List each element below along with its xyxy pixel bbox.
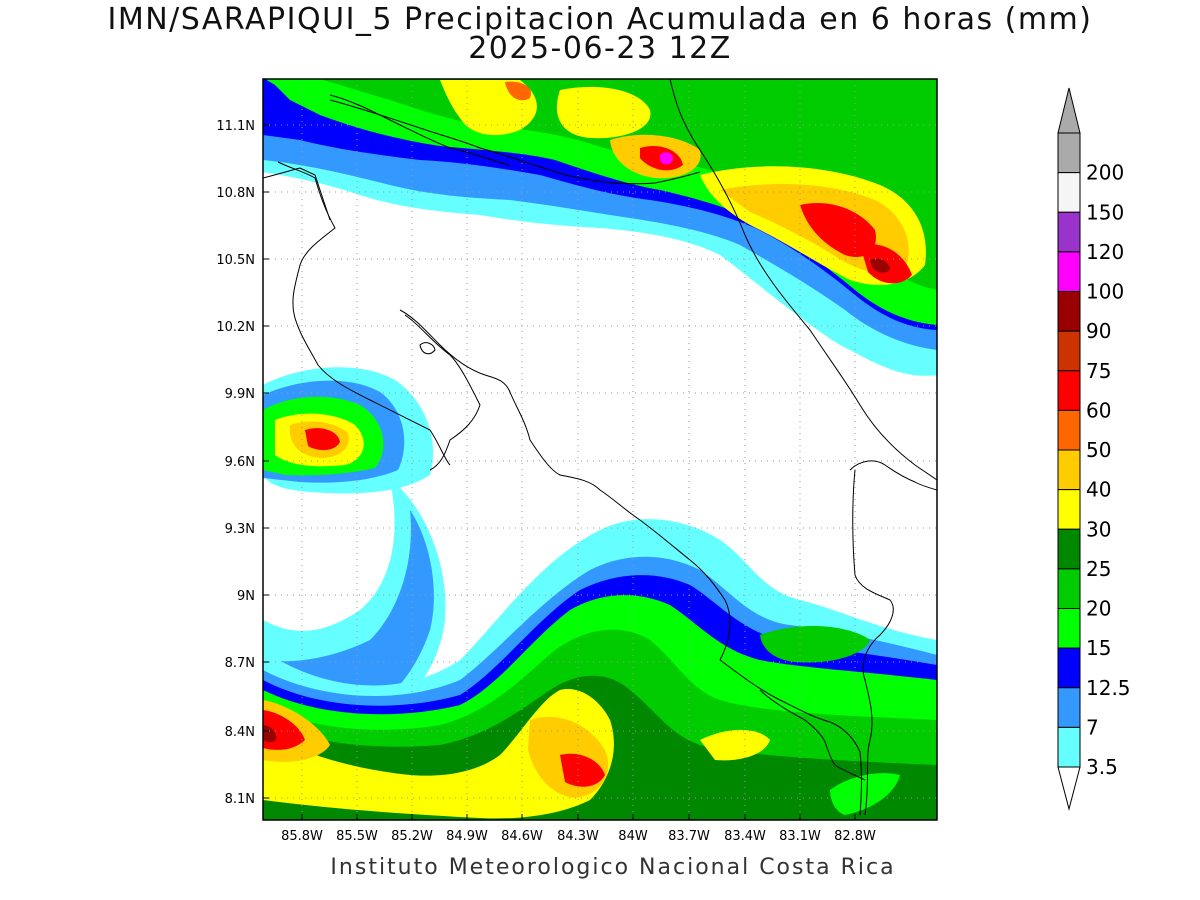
rain-red-south-2 xyxy=(560,753,605,787)
map-valid-time: 2025-06-23 12Z xyxy=(468,31,732,66)
rain-magenta-north xyxy=(660,152,673,165)
rain-blob-west-red xyxy=(305,428,340,451)
axis-ticks: 11.1N 10.8N 10.5N 10.2N 9.9N 9.6N 9.3N 9N 8.7N 8.… xyxy=(216,119,876,844)
rain-green-southeast-2 xyxy=(830,773,900,815)
gulf-of-nicoya xyxy=(399,309,731,661)
lat-tick-label: 8.7N xyxy=(225,656,255,671)
island xyxy=(419,342,436,355)
colorbar-label: 12.5 xyxy=(1086,676,1131,700)
rain-orange-north-3 xyxy=(505,81,531,101)
colorbar-swatch xyxy=(1057,330,1081,372)
precipitation-field xyxy=(263,79,937,820)
rain-yellow-south-2 xyxy=(700,729,770,761)
lon-tick-label: 83.1W xyxy=(779,829,821,844)
nicaragua-border xyxy=(263,167,331,221)
colorbar-label: 75 xyxy=(1086,359,1111,383)
lon-tick-label: 83.7W xyxy=(668,829,710,844)
colorbar-swatch xyxy=(1057,568,1081,609)
colorbar-legend: 3.5 7 12.5 15 20 25 30 40 50 60 75 90 100 120 150 200 xyxy=(1057,87,1131,811)
lon-tick-label: 85.8W xyxy=(281,829,323,844)
lon-tick-label: 84.9W xyxy=(446,829,488,844)
map-title: IMN/SARAPIQUI_5 Precipitacion Acumulada … xyxy=(107,2,1093,37)
colorbar-swatch xyxy=(1057,251,1081,292)
colorbar-label: 150 xyxy=(1086,200,1124,224)
colorbar-label: 120 xyxy=(1086,240,1124,264)
colorbar-swatch xyxy=(1057,647,1081,689)
colorbar-label: 3.5 xyxy=(1086,755,1118,779)
rain-band-north-darkgreen xyxy=(320,79,937,290)
lon-tick-label: 85.5W xyxy=(336,829,378,844)
colorbar-label: 40 xyxy=(1086,478,1111,502)
colorbar-label: 25 xyxy=(1086,557,1111,581)
lat-tick-label: 10.5N xyxy=(216,253,255,268)
colorbar-label: 200 xyxy=(1086,161,1124,185)
colorbar-swatch xyxy=(1057,608,1081,649)
colorbar-swatch xyxy=(1057,528,1081,570)
colorbar-swatch xyxy=(1057,132,1081,174)
lon-tick-label: 82.8W xyxy=(834,829,876,844)
lake-coast-north xyxy=(329,94,511,166)
colorbar-swatch xyxy=(1057,449,1081,491)
caribbean-coast-east xyxy=(669,79,937,481)
panama-coast-southeast xyxy=(852,469,894,816)
colorbar-label: 7 xyxy=(1086,715,1099,739)
lat-tick-label: 9.6N xyxy=(225,455,255,470)
lon-tick-label: 85.2W xyxy=(391,829,433,844)
colorbar-swatch xyxy=(1057,291,1081,332)
rain-green-southeast xyxy=(760,625,870,663)
colorbar-label: 100 xyxy=(1086,280,1124,304)
colorbar-label: 60 xyxy=(1086,398,1111,422)
rain-darkred-north xyxy=(870,258,890,273)
lon-tick-label: 84.3W xyxy=(557,829,599,844)
map-frame xyxy=(262,78,938,821)
costa-rica-north-border xyxy=(329,99,701,185)
rain-red-north-1 xyxy=(800,202,876,258)
colorbar-label: 20 xyxy=(1086,597,1111,621)
panama-border xyxy=(719,659,862,816)
coastline-and-borders xyxy=(263,79,937,816)
colorbar-top-arrow xyxy=(1057,87,1081,134)
map-gridlines xyxy=(263,79,937,820)
rain-darkred-south-1 xyxy=(263,725,277,743)
colorbar-swatch xyxy=(1057,726,1081,768)
rain-yellow-north-2 xyxy=(556,86,651,139)
colorbar-label: 30 xyxy=(1086,517,1111,541)
pacific-coast-north xyxy=(277,161,451,466)
lat-tick-label: 9N xyxy=(237,589,255,604)
rain-yellow-south-1 xyxy=(263,689,614,819)
lon-tick-label: 84.6W xyxy=(501,829,543,844)
lat-tick-label: 11.1N xyxy=(216,119,255,134)
lat-tick-label: 10.8N xyxy=(216,186,255,201)
colorbar-swatch xyxy=(1057,409,1081,451)
lat-tick-label: 8.4N xyxy=(225,725,255,740)
colorbar-swatch xyxy=(1057,211,1081,253)
colorbar-label: 90 xyxy=(1086,319,1111,343)
colorbar-swatch xyxy=(1057,172,1081,213)
gulf-inner xyxy=(404,314,481,471)
lon-tick-label: 83.4W xyxy=(724,829,766,844)
colorbar-label: 15 xyxy=(1086,636,1111,660)
lat-tick-label: 9.9N xyxy=(225,387,255,402)
colorbar-swatch xyxy=(1057,687,1081,728)
colorbar-swatch xyxy=(1057,489,1081,530)
rain-arc-west-mid xyxy=(263,510,434,690)
lon-tick-label: 84W xyxy=(618,829,648,844)
colorbar-bottom-arrow xyxy=(1057,766,1081,811)
lat-tick-label: 9.3N xyxy=(225,522,255,537)
lat-tick-label: 10.2N xyxy=(216,320,255,335)
osa-peninsula xyxy=(759,689,866,781)
map-footer-credit: Instituto Meteorologico Nacional Costa R… xyxy=(330,855,896,880)
colorbar-swatch xyxy=(1057,370,1081,411)
lat-tick-label: 8.1N xyxy=(225,792,255,807)
panama-bocas xyxy=(849,460,937,491)
colorbar-label: 50 xyxy=(1086,438,1111,462)
